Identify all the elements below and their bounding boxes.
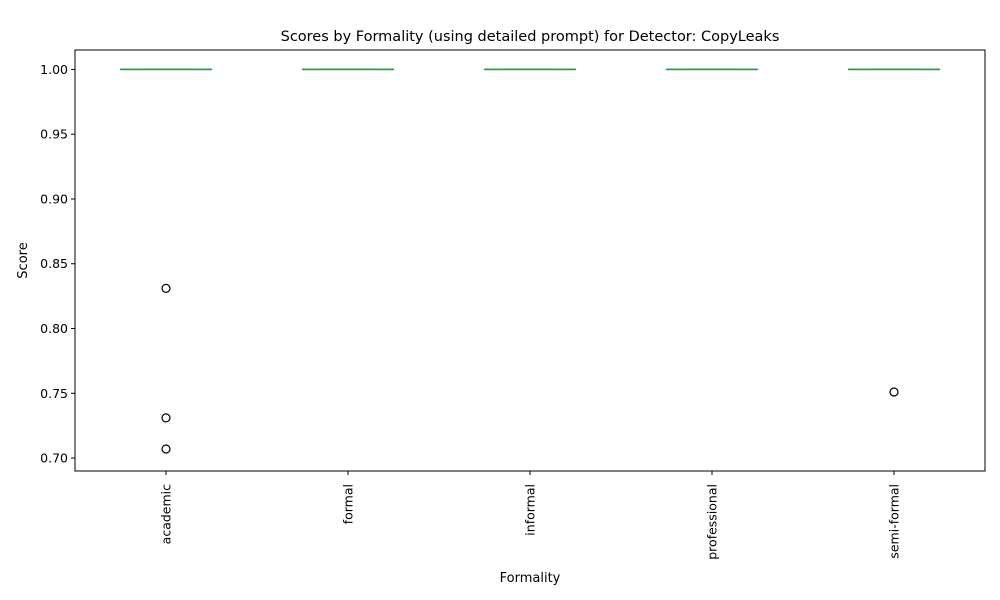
x-axis-label: Formality <box>500 571 561 586</box>
chart-title: Scores by Formality (using detailed prom… <box>281 29 780 45</box>
box-academic <box>119 68 213 454</box>
x-tick-label: semi-formal <box>887 484 902 559</box>
outlier-point <box>161 444 171 454</box>
outlier-point <box>161 413 171 423</box>
y-tick-label: 0.95 <box>40 127 68 142</box>
y-tick-label: 1.00 <box>40 62 68 77</box>
plot-area <box>74 49 986 472</box>
y-axis: 0.70 0.75 0.80 0.85 0.90 0.95 1.00 <box>40 62 75 466</box>
y-axis-label: Score <box>16 242 31 278</box>
outlier-point <box>161 283 171 293</box>
x-axis: academic formal informal professional semi-f… <box>159 471 902 560</box>
boxes-group <box>119 68 941 454</box>
x-tick-label: academic <box>159 484 174 544</box>
y-tick-label: 0.80 <box>40 321 68 336</box>
x-tick-label: formal <box>341 484 356 524</box>
y-tick-label: 0.85 <box>40 256 68 271</box>
box-semi-formal <box>847 68 941 397</box>
x-tick-label: informal <box>523 484 538 536</box>
x-tick-label: professional <box>705 484 720 560</box>
y-tick-label: 0.75 <box>40 386 68 401</box>
outlier-point <box>889 387 899 397</box>
y-tick-label: 0.90 <box>40 191 68 206</box>
y-tick-label: 0.70 <box>40 451 68 466</box>
